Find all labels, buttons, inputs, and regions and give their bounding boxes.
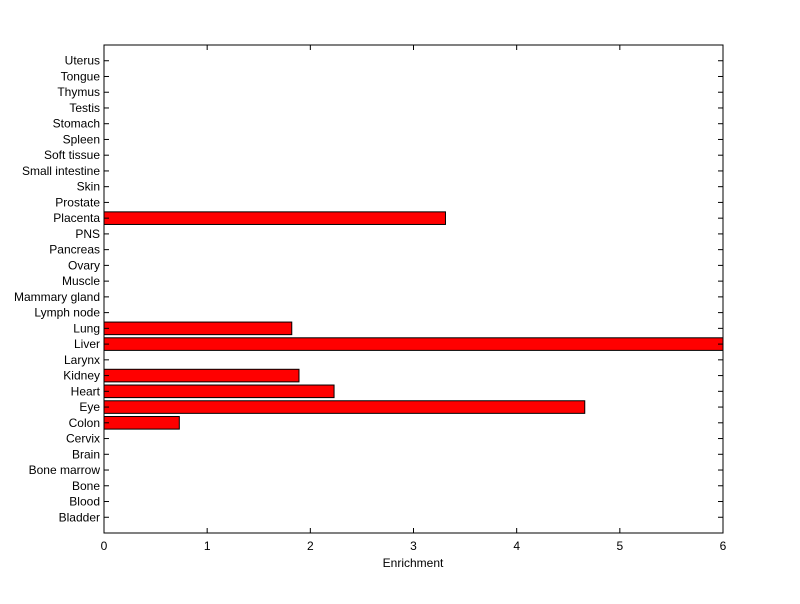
bar-liver — [103, 337, 724, 351]
y-tick-label: Lung — [73, 321, 100, 335]
bar-kidney — [103, 368, 300, 383]
y-tick-label: Muscle — [62, 274, 100, 288]
y-tick-label: Soft tissue — [44, 148, 100, 162]
y-tick-label: Skin — [77, 180, 100, 194]
y-tick-label: Eye — [79, 400, 100, 414]
y-tick-label: Mammary gland — [14, 290, 100, 304]
bar-heart — [103, 384, 335, 399]
y-tick-label: Tongue — [61, 69, 101, 83]
x-tick-label: 6 — [720, 539, 727, 553]
bar-colon — [103, 416, 180, 430]
y-tick-label: Pancreas — [49, 243, 100, 257]
bar-eye — [103, 400, 586, 414]
x-tick-label: 1 — [204, 539, 211, 553]
y-tick-label: PNS — [75, 227, 100, 241]
x-tick-label: 3 — [410, 539, 417, 553]
x-tick-label: 0 — [101, 539, 108, 553]
y-tick-label: Ovary — [68, 258, 100, 272]
y-tick-label: Blood — [69, 495, 100, 509]
bar-placenta — [103, 211, 446, 225]
y-tick-label: Bladder — [59, 510, 100, 524]
y-tick-label: Brain — [72, 447, 100, 461]
y-tick-label: Colon — [69, 416, 100, 430]
plot-frame — [103, 44, 724, 534]
y-tick-label: Placenta — [53, 211, 100, 225]
y-tick-label: Liver — [74, 337, 100, 351]
y-tick-label: Small intestine — [22, 164, 100, 178]
y-tick-label: Kidney — [63, 369, 100, 383]
y-tick-label: Thymus — [57, 85, 100, 99]
x-tick-label: 4 — [513, 539, 520, 553]
y-tick-label: Uterus — [65, 54, 100, 68]
plot-area — [104, 45, 723, 533]
x-tick-label: 2 — [307, 539, 314, 553]
y-tick-label: Prostate — [55, 195, 100, 209]
x-axis-label: Enrichment — [383, 556, 444, 570]
y-tick-label: Testis — [69, 101, 100, 115]
y-tick-label: Bone marrow — [29, 463, 101, 477]
y-tick-label: Heart — [71, 384, 101, 398]
bar-lung — [103, 321, 293, 336]
x-tick-label: 5 — [616, 539, 623, 553]
y-tick-label: Larynx — [64, 353, 100, 367]
y-tick-label: Stomach — [53, 117, 100, 131]
y-tick-label: Lymph node — [34, 306, 100, 320]
y-tick-label: Cervix — [66, 432, 100, 446]
y-tick-label: Bone — [72, 479, 100, 493]
y-tick-label: Spleen — [63, 132, 100, 146]
